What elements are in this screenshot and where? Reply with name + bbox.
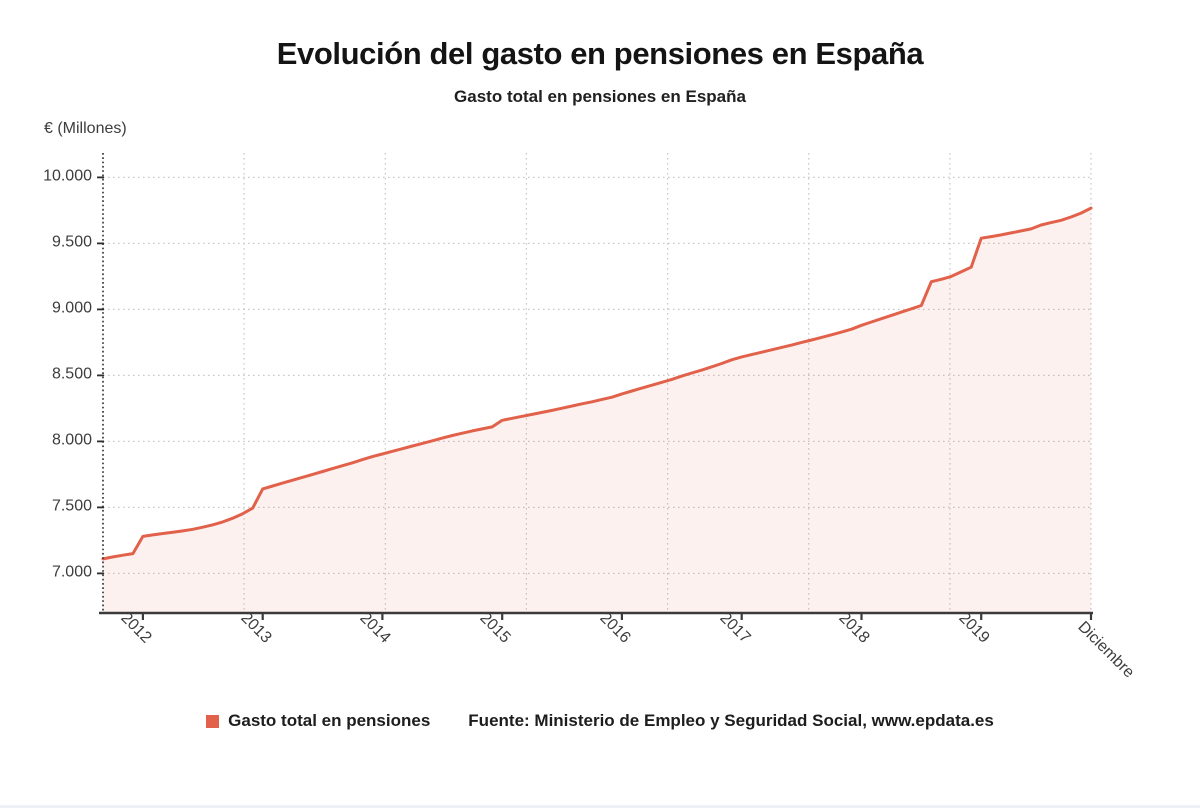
- y-tick-label: 10.000: [43, 168, 92, 186]
- y-tick-label: 9.500: [51, 234, 92, 252]
- series-area: [103, 208, 1091, 613]
- chart-subtitle: Gasto total en pensiones en España: [454, 87, 746, 106]
- bottom-accent-bar: [0, 805, 1200, 808]
- series-line: [101, 206, 1093, 561]
- y-tick-label: 8.000: [51, 432, 92, 450]
- y-axis-title: € (Millones): [44, 120, 127, 137]
- source-text: Fuente: Ministerio de Empleo y Seguridad…: [468, 711, 994, 730]
- y-tick-label: 9.000: [51, 300, 92, 318]
- legend-item-gasto-total[interactable]: Gasto total en pensiones: [206, 711, 430, 731]
- legend-label: Gasto total en pensiones: [228, 711, 431, 730]
- legend-swatch: [206, 714, 220, 728]
- y-tick-label: 7.000: [51, 564, 92, 582]
- chart-footer: Gasto total en pensiones Fuente: Ministe…: [0, 711, 1200, 731]
- y-tick-label: 8.500: [51, 366, 92, 384]
- y-tick-label: 7.500: [51, 498, 92, 516]
- chart-title: Evolución del gasto en pensiones en Espa…: [276, 36, 924, 71]
- chart-canvas[interactable]: [0, 0, 1200, 708]
